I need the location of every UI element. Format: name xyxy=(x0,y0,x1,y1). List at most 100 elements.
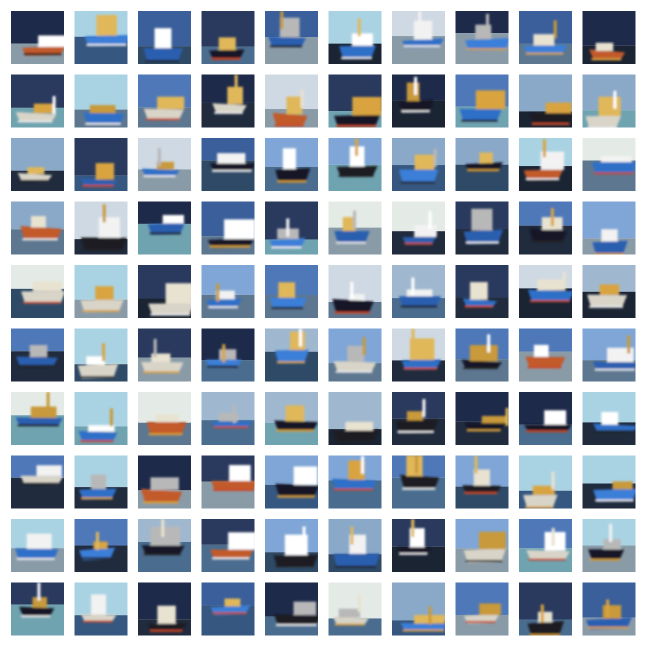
waterline xyxy=(594,368,635,371)
sample-image xyxy=(74,392,128,445)
waterline xyxy=(145,59,179,62)
image-content xyxy=(582,138,636,191)
waterline xyxy=(587,126,617,128)
superstructure xyxy=(151,353,171,363)
boat xyxy=(397,519,432,555)
hull xyxy=(333,553,380,568)
waterline xyxy=(143,175,176,178)
superstructure xyxy=(32,281,62,292)
sample-image xyxy=(138,519,191,572)
hull xyxy=(84,35,128,47)
hull xyxy=(80,237,128,251)
image-content xyxy=(392,328,445,382)
mast xyxy=(428,606,432,625)
superstructure xyxy=(345,421,374,431)
image-content xyxy=(74,11,128,64)
sample-image xyxy=(138,392,191,445)
sample-image xyxy=(328,519,382,572)
image-content xyxy=(582,74,636,128)
superstructure xyxy=(342,217,356,232)
waterline xyxy=(525,178,560,181)
superstructure xyxy=(406,455,423,477)
hull xyxy=(523,44,568,56)
mast xyxy=(550,208,554,227)
hull xyxy=(274,349,310,364)
waterline xyxy=(277,180,307,183)
image-content xyxy=(455,582,509,636)
image-content xyxy=(455,201,509,255)
image-content xyxy=(265,11,318,64)
image-content xyxy=(265,519,318,572)
sample-image xyxy=(519,11,572,64)
boat xyxy=(593,411,636,433)
hull xyxy=(20,475,64,485)
boat xyxy=(80,204,128,251)
mast xyxy=(627,335,631,354)
superstructure xyxy=(29,345,48,358)
waterline xyxy=(464,492,498,495)
sky xyxy=(138,328,191,358)
waterline xyxy=(590,558,621,561)
boat xyxy=(336,138,378,178)
superstructure xyxy=(293,466,318,485)
sample-image xyxy=(392,392,445,445)
sample-image xyxy=(328,265,382,318)
hull xyxy=(593,488,636,502)
superstructure xyxy=(349,146,365,167)
image-content xyxy=(519,519,572,572)
superstructure xyxy=(406,411,424,421)
superstructure xyxy=(91,474,107,490)
hull xyxy=(80,178,118,187)
hull xyxy=(209,49,245,61)
sample-image xyxy=(74,455,128,509)
image-content xyxy=(138,455,191,509)
boat xyxy=(332,593,369,626)
hull xyxy=(19,606,55,618)
hull xyxy=(20,226,62,241)
hull xyxy=(332,616,369,626)
sample-image xyxy=(138,201,191,255)
mast xyxy=(102,343,106,362)
sample-image xyxy=(455,138,509,191)
mast xyxy=(422,399,426,418)
boat xyxy=(459,90,506,122)
hull xyxy=(148,303,191,316)
image-content xyxy=(201,392,255,445)
superstructure xyxy=(473,469,490,486)
boat xyxy=(273,526,318,568)
superstructure xyxy=(30,406,57,418)
hull xyxy=(336,165,378,178)
boat xyxy=(209,37,245,61)
boat xyxy=(83,105,125,125)
hull xyxy=(462,298,498,308)
mast xyxy=(562,271,566,290)
boat xyxy=(400,606,445,632)
waterline xyxy=(594,252,624,255)
waterline xyxy=(85,122,121,125)
waterline xyxy=(143,501,179,504)
waterline xyxy=(82,620,113,623)
image-content xyxy=(328,519,382,572)
waterline xyxy=(80,440,114,443)
waterline xyxy=(275,564,315,567)
image-content xyxy=(582,582,636,636)
sample-image xyxy=(392,265,445,318)
superstructure xyxy=(540,151,565,170)
waterline xyxy=(587,626,628,629)
hull xyxy=(527,621,564,636)
image-content xyxy=(138,74,191,128)
image-content xyxy=(11,328,64,382)
superstructure xyxy=(352,97,382,116)
sample-image xyxy=(328,201,382,255)
boat xyxy=(523,139,565,181)
sample-image xyxy=(201,74,255,128)
hull xyxy=(588,549,625,561)
mast xyxy=(302,526,306,545)
image-content xyxy=(328,455,382,509)
sky xyxy=(201,265,255,295)
sample-image xyxy=(455,11,509,64)
image-content xyxy=(519,328,572,382)
mast xyxy=(553,20,557,39)
waterline xyxy=(461,119,498,122)
